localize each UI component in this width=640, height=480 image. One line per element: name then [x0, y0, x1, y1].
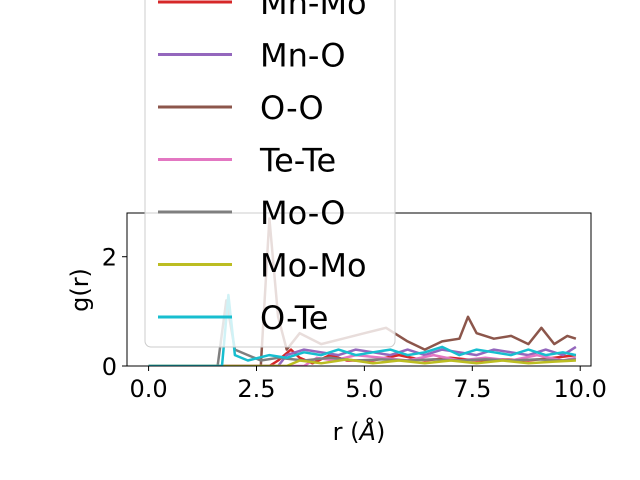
- series-line-mo-mo: [148, 358, 576, 366]
- legend-label: Te-Te: [259, 142, 336, 180]
- legend-item-o-o: O-O: [158, 89, 324, 127]
- legend-label: Mn-O: [260, 37, 346, 75]
- legend-label: Mo-Mo: [260, 247, 367, 285]
- y-axis-ticks: 02: [102, 244, 127, 381]
- y-tick-label: 0: [102, 353, 117, 381]
- legend-item-mn-o: Mn-O: [158, 37, 346, 75]
- legend-item-mn-mo: Mn-Mo: [158, 0, 367, 22]
- x-tick-label: 0.0: [129, 375, 167, 403]
- x-tick-label: 7.5: [453, 375, 491, 403]
- x-tick-label: 10.0: [553, 375, 606, 403]
- legend-label: Mo-O: [260, 194, 345, 232]
- legend-item-mo-mo: Mo-Mo: [158, 247, 367, 285]
- y-tick-label: 2: [102, 244, 117, 272]
- legend-label: O-O: [260, 89, 324, 127]
- x-tick-label: 5.0: [345, 375, 383, 403]
- legend-label: O-Te: [260, 299, 328, 337]
- legend-item-o-te: O-Te: [158, 299, 328, 337]
- series-line-o-te: [148, 293, 577, 366]
- x-tick-label: 2.5: [237, 375, 275, 403]
- y-axis-label: g(r): [66, 268, 94, 312]
- legend-label: Mn-Mo: [260, 0, 367, 22]
- legend-box: [144, 0, 396, 348]
- series-line-mn-o: [148, 345, 577, 366]
- legend: Mn-Mo Mn-O O-O Te-Te Mo-O Mo-Mo O-Te: [144, 0, 396, 348]
- x-axis-label: r (Å): [333, 417, 386, 446]
- legend-item-mo-o: Mo-O: [158, 194, 345, 232]
- legend-item-te-te: Te-Te: [158, 142, 336, 180]
- x-axis-ticks: 0.0 2.5 5.0 7.5 10.0: [129, 366, 607, 403]
